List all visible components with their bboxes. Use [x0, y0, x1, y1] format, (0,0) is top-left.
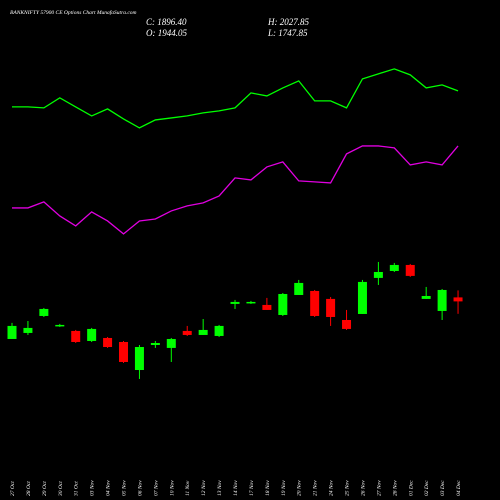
candle-body: [310, 290, 320, 316]
x-tick-label: 12 Nov: [201, 480, 207, 496]
x-tick-label: 14 Nov: [232, 480, 239, 496]
x-tick-label: 04 Dec: [455, 480, 462, 496]
x-tick-label: 28 Oct: [26, 481, 32, 496]
x-tick-label: 06 Nov: [137, 480, 143, 496]
candle-body: [342, 319, 352, 329]
candle-body: [214, 325, 224, 336]
indicator-line: [12, 68, 459, 129]
candle-body: [262, 304, 272, 310]
x-tick-label: 05 Nov: [122, 480, 128, 496]
x-tick-label: 31 Oct: [74, 481, 80, 497]
x-tick-label: 29 Oct: [42, 481, 48, 496]
x-tick-label: 24 Nov: [328, 480, 335, 496]
candle-body: [23, 327, 33, 333]
x-tick-label: 26 Nov: [360, 480, 366, 496]
x-tick-label: 27 Nov: [376, 480, 382, 496]
x-tick-label: 03 Nov: [90, 480, 96, 496]
x-tick-label: 20 Nov: [297, 480, 303, 496]
x-tick-label: 30 Oct: [58, 481, 64, 497]
candle-body: [166, 338, 176, 348]
candle-body: [421, 295, 431, 299]
chart-title: BANKNIFTY 57900 CE Options Chart MunafaS…: [10, 9, 137, 16]
x-tick-label: 21 Nov: [313, 480, 319, 496]
x-tick-label: 07 Nov: [153, 480, 159, 496]
candle-body: [389, 264, 399, 271]
candle-body: [150, 342, 160, 345]
close-label: C: 1896.40: [146, 17, 187, 27]
candle-body: [119, 341, 129, 362]
candle-body: [103, 337, 113, 348]
candle-body: [39, 308, 49, 316]
candle-body: [198, 329, 208, 335]
low-label: L: 1747.85: [267, 28, 308, 38]
high-label: H: 2027.85: [267, 17, 309, 27]
candle-body: [357, 281, 367, 314]
candle-body: [294, 282, 304, 295]
x-tick-label: 19 Nov: [281, 480, 287, 496]
candle-body: [71, 330, 81, 342]
candle-body: [7, 325, 17, 339]
x-tick-label: 13 Nov: [217, 480, 223, 496]
indicator-line: [12, 145, 459, 235]
candle-body: [373, 271, 383, 278]
candle-body: [437, 289, 447, 311]
x-tick-label: 17 Nov: [249, 480, 255, 496]
x-tick-label: 27 Oct: [10, 481, 16, 496]
x-tick-label: 01 Dec: [408, 480, 414, 496]
candle-body: [87, 328, 97, 341]
x-tick-label: 18 Nov: [265, 480, 271, 496]
candle-body: [134, 347, 144, 371]
x-tick-label: 11 Nov: [185, 480, 191, 496]
candle-body: [405, 264, 415, 276]
open-label: O: 1944.05: [146, 28, 187, 38]
x-tick-label: 03 Dec: [440, 480, 446, 496]
candle-body: [55, 324, 65, 327]
x-tick-label: 25 Nov: [345, 480, 351, 496]
x-tick-label: 10 Nov: [169, 480, 175, 496]
candle-body: [326, 298, 336, 317]
candle-body: [278, 293, 288, 315]
candle-body: [182, 330, 192, 335]
candle-body: [230, 301, 240, 304]
candle-body: [246, 301, 256, 304]
candle-body: [453, 297, 463, 302]
x-tick-label: 04 Nov: [105, 480, 112, 496]
x-tick-label: 28 Nov: [392, 480, 398, 496]
x-tick-label: 02 Dec: [424, 480, 430, 496]
